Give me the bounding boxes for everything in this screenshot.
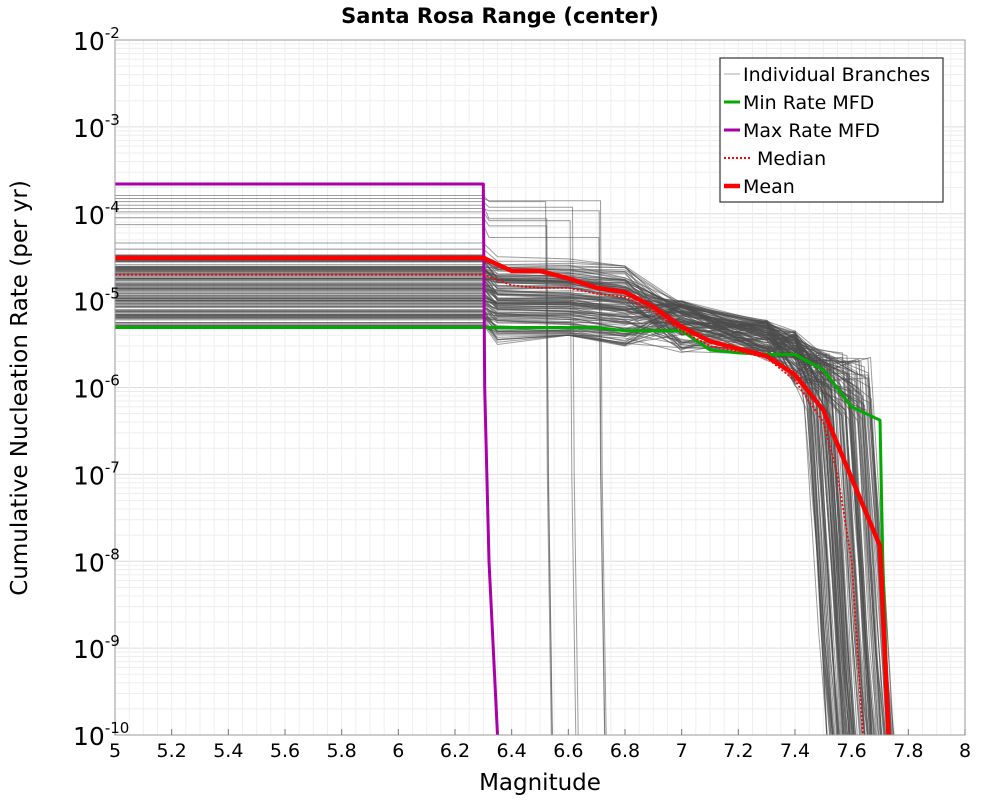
x-axis-label: Magnitude bbox=[479, 770, 601, 796]
branch-line bbox=[115, 269, 828, 736]
branch-line bbox=[115, 316, 887, 736]
y-tick-label: 10-9 bbox=[73, 632, 120, 664]
legend-label-median: Median bbox=[757, 148, 826, 170]
y-axis-label: Cumulative Nucleation Rate (per yr) bbox=[7, 180, 33, 596]
branch-line bbox=[115, 275, 866, 736]
branch-line bbox=[115, 201, 579, 736]
x-tick-label: 6.6 bbox=[553, 740, 583, 762]
x-tick-label: 5.8 bbox=[327, 740, 357, 762]
legend-label-max: Max Rate MFD bbox=[743, 120, 880, 142]
y-tick-label: 10-2 bbox=[73, 24, 120, 56]
x-tick-label: 7.4 bbox=[780, 740, 810, 762]
x-tick-label: 6.2 bbox=[440, 740, 470, 762]
branch-line bbox=[115, 305, 881, 736]
branch-line bbox=[115, 303, 886, 736]
x-ticks: 5 5.2 5.4 5.6 5.8 6 6.2 6.4 6.6 6.8 7 7.2 7.4 7.6 7.8 8 bbox=[109, 729, 971, 762]
y-tick-label: 10-4 bbox=[73, 198, 120, 230]
branch-line bbox=[115, 211, 577, 736]
chart-title: Santa Rosa Range (center) bbox=[341, 4, 659, 28]
x-tick-label: 8 bbox=[959, 740, 971, 762]
legend-box bbox=[719, 57, 944, 203]
y-tick-label: 10-6 bbox=[73, 372, 120, 404]
legend: Individual Branches Min Rate MFD Max Rat… bbox=[719, 57, 944, 203]
series-lines bbox=[115, 182, 891, 736]
y-tick-label: 10-3 bbox=[73, 111, 120, 143]
branch-line bbox=[115, 260, 863, 736]
individual-branches bbox=[115, 195, 895, 736]
legend-label-min: Min Rate MFD bbox=[743, 92, 874, 114]
x-tick-label: 7 bbox=[676, 740, 688, 762]
x-tick-label: 5.4 bbox=[213, 740, 243, 762]
x-tick-label: 6 bbox=[392, 740, 404, 762]
min-rate-mfd-line bbox=[115, 326, 890, 736]
x-tick-label: 5.2 bbox=[157, 740, 187, 762]
x-tick-label: 6.4 bbox=[497, 740, 527, 762]
x-tick-label: 5.6 bbox=[270, 740, 300, 762]
branch-line bbox=[115, 198, 607, 736]
y-ticks: 10-10 10-9 10-8 10-7 10-6 10-5 10-4 10-3 10-2 bbox=[73, 24, 129, 751]
x-tick-label: 6.8 bbox=[610, 740, 640, 762]
branch-line bbox=[115, 258, 845, 736]
y-tick-label: 10-7 bbox=[73, 458, 120, 490]
x-tick-label: 7.8 bbox=[893, 740, 923, 762]
max-rate-mfd-line bbox=[115, 182, 499, 736]
x-tick-label: 7.6 bbox=[837, 740, 867, 762]
branch-line bbox=[115, 208, 606, 736]
branch-line bbox=[115, 267, 872, 736]
branch-line bbox=[115, 204, 553, 736]
x-tick-label: 5 bbox=[109, 740, 121, 762]
branch-line bbox=[115, 195, 552, 736]
y-tick-label: 10-5 bbox=[73, 285, 120, 317]
median-line bbox=[115, 273, 864, 736]
mean-line bbox=[115, 255, 891, 736]
y-tick-label: 10-8 bbox=[73, 545, 120, 577]
legend-label-mean: Mean bbox=[743, 176, 795, 198]
y-tick-label: 10-10 bbox=[73, 719, 129, 751]
x-tick-label: 7.2 bbox=[723, 740, 753, 762]
legend-label-branches: Individual Branches bbox=[743, 64, 930, 86]
branch-line bbox=[115, 270, 847, 736]
plot-frame bbox=[114, 39, 966, 736]
branch-line bbox=[115, 298, 869, 736]
branch-line bbox=[115, 305, 894, 736]
